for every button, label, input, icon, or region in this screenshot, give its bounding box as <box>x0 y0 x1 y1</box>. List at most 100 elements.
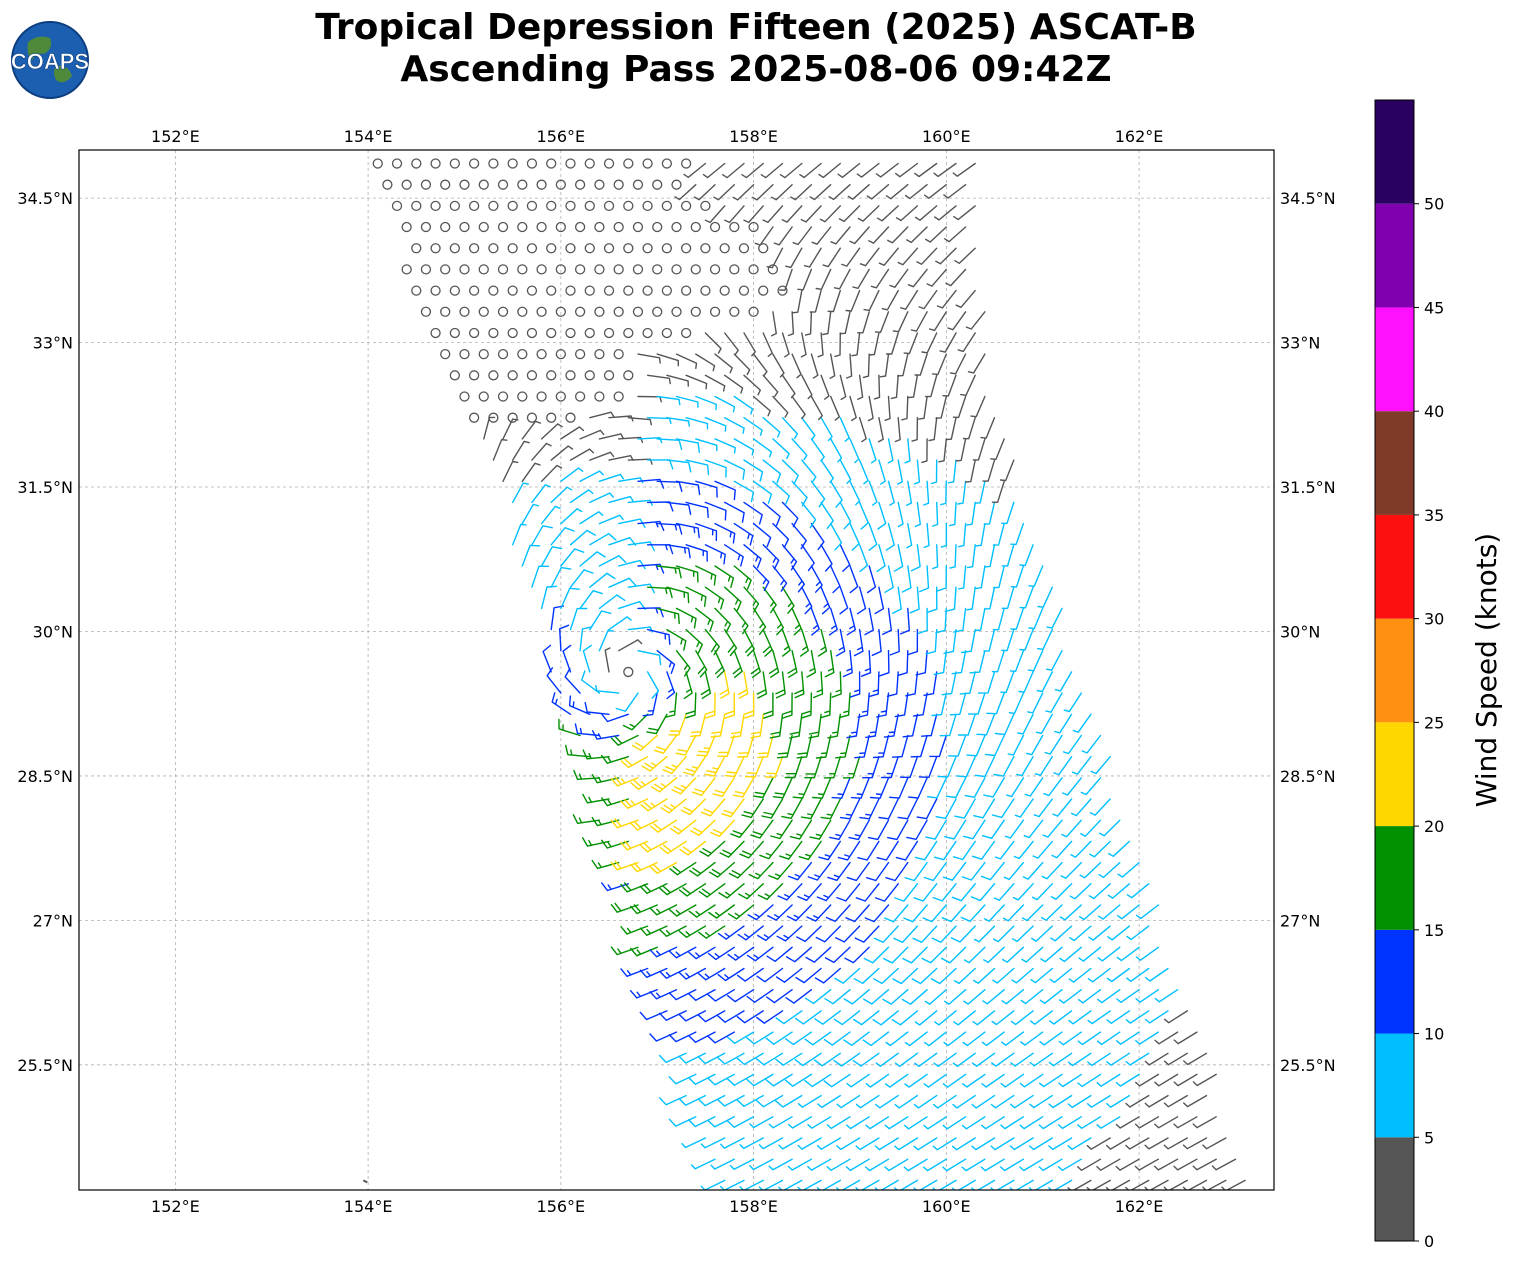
wind-barb <box>747 904 774 921</box>
wind-barb <box>710 819 735 838</box>
lon-tick-label-top: 158°E <box>729 127 778 146</box>
wind-barb <box>775 671 786 699</box>
wind-barb <box>914 840 938 861</box>
wind-barb <box>804 1073 832 1088</box>
wind-barb <box>831 671 842 698</box>
wind-barb <box>867 395 874 422</box>
wind-barb <box>707 1031 735 1044</box>
wind-barb <box>949 353 967 375</box>
wind-barb <box>662 756 687 775</box>
wind-barb <box>1001 628 1015 652</box>
wind-barb-calm <box>623 200 634 212</box>
wind-barb <box>714 480 736 501</box>
wind-barb <box>820 459 834 483</box>
wind-barb <box>872 734 890 759</box>
wind-barb <box>963 819 986 840</box>
wind-barb <box>1001 586 1015 609</box>
wind-barb <box>970 395 986 418</box>
wind-barb <box>1096 1073 1121 1087</box>
wind-barb-calm <box>603 158 615 169</box>
wind-barb <box>1032 840 1053 859</box>
wind-barb <box>970 883 996 902</box>
wind-barb <box>1070 798 1092 817</box>
wind-barb <box>1070 840 1092 858</box>
wind-barb <box>700 798 726 817</box>
wind-barb <box>550 605 565 631</box>
wind-barb-calm <box>738 243 750 254</box>
wind-barb <box>683 671 693 700</box>
wind-barb <box>1071 756 1092 775</box>
wind-barb <box>866 184 890 200</box>
wind-barb <box>710 713 726 738</box>
wind-barb <box>1009 1137 1034 1151</box>
wind-barb-calm <box>584 243 595 254</box>
wind-barb <box>521 420 542 440</box>
wind-barb <box>649 989 678 1000</box>
wind-barb <box>707 989 735 1002</box>
wind-barb <box>801 544 815 572</box>
wind-barb <box>620 756 649 769</box>
wind-barb <box>876 544 886 572</box>
wind-barb <box>797 1179 822 1190</box>
wind-barb <box>608 616 632 631</box>
wind-barb <box>853 1010 880 1026</box>
wind-barb <box>1086 1094 1111 1108</box>
lon-tick-label-top: 162°E <box>1115 127 1164 146</box>
wind-barb <box>1003 861 1025 881</box>
wind-barb <box>630 946 658 957</box>
wind-barb <box>772 565 788 592</box>
wind-barb-calm <box>748 221 759 233</box>
wind-barb <box>897 650 909 677</box>
wind-barb-calm <box>565 158 576 169</box>
wind-barb <box>671 777 697 795</box>
wind-barb <box>689 861 716 877</box>
wind-barb <box>813 1052 841 1067</box>
wind-barb <box>1020 989 1044 1005</box>
wind-barb <box>1135 1073 1160 1087</box>
wind-barb-calm <box>449 327 460 339</box>
colorbar-tick-label: 25 <box>1424 713 1444 732</box>
wind-barb <box>830 395 840 421</box>
wind-barb <box>1164 1010 1188 1024</box>
wind-barb <box>579 511 604 525</box>
wind-barb <box>582 749 610 760</box>
wind-barb <box>829 819 851 840</box>
wind-barb <box>925 819 947 840</box>
wind-barb <box>666 374 689 387</box>
wind-barb <box>608 577 637 588</box>
wind-barb <box>1058 1031 1082 1046</box>
wind-barb <box>904 1031 928 1047</box>
wind-barb-calm <box>748 306 759 317</box>
wind-barb <box>656 607 680 625</box>
wind-barb <box>955 289 976 308</box>
wind-barb <box>733 480 755 503</box>
wind-barb <box>1062 777 1082 796</box>
colorbar-tick-label: 50 <box>1424 195 1444 214</box>
wind-barb <box>743 374 761 396</box>
wind-barb <box>826 1158 851 1171</box>
wind-barb <box>787 1158 813 1171</box>
wind-barb <box>904 861 928 882</box>
wind-barb <box>839 544 851 572</box>
wind-barb <box>855 1094 880 1109</box>
wind-barb <box>945 268 967 287</box>
wind-barb <box>589 572 616 588</box>
wind-barb <box>618 436 644 443</box>
wind-barb <box>849 395 857 422</box>
wind-barb <box>562 644 572 673</box>
wind-barb <box>737 925 764 941</box>
wind-barb <box>952 395 967 419</box>
wind-barb <box>669 819 697 835</box>
lat-tick-label-right: 33°N <box>1280 334 1320 353</box>
wind-barb <box>690 819 716 836</box>
wind-barb <box>736 967 764 982</box>
wind-barb <box>781 459 799 485</box>
wind-barb <box>801 692 813 719</box>
wind-barb-calm <box>526 285 538 296</box>
wind-barb <box>1036 671 1053 693</box>
wind-barb <box>1098 861 1121 879</box>
wind-barb-calm <box>565 370 576 381</box>
wind-barb-calm <box>536 179 547 190</box>
wind-barb <box>699 840 726 857</box>
wind-barb <box>804 311 813 336</box>
